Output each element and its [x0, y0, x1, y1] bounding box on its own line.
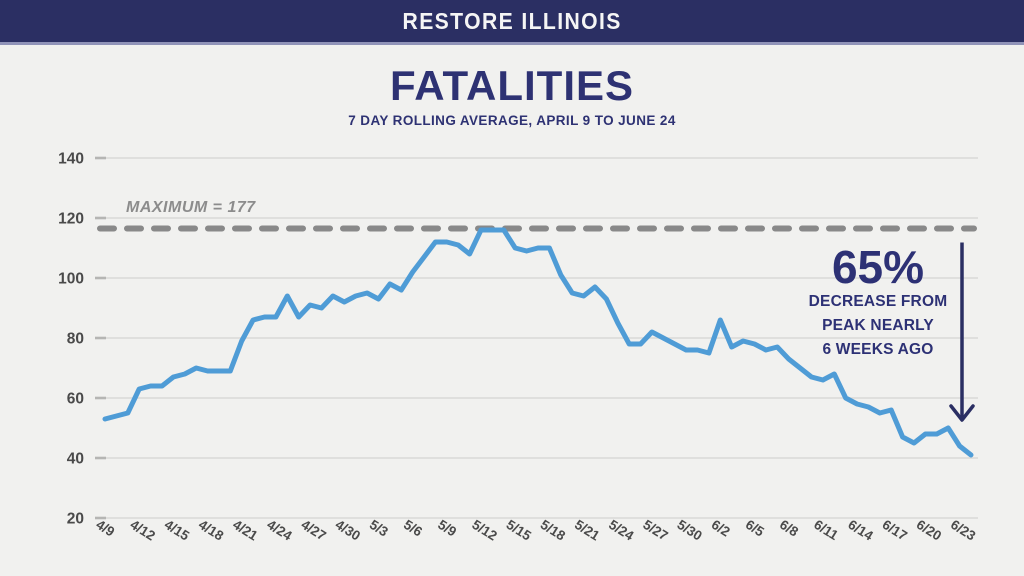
x-tick-label: 4/9 [93, 517, 117, 540]
x-tick-label: 5/9 [435, 517, 459, 540]
x-tick-label: 6/8 [777, 517, 801, 540]
decrease-annotation: 65% DECREASE FROM PEAK NEARLY 6 WEEKS AG… [790, 244, 966, 362]
fatalities-trend-line [102, 227, 974, 458]
page-title: FATALITIES [389, 62, 635, 109]
x-tick-label: 5/27 [640, 517, 670, 544]
x-tick-label: 6/23 [948, 517, 979, 544]
x-tick-label: 6/5 [743, 517, 767, 540]
x-tick-label: 4/12 [128, 517, 158, 544]
header-title: RESTORE ILLINOIS [402, 7, 622, 34]
page-subtitle: 7 DAY ROLLING AVERAGE, APRIL 9 TO JUNE 2… [348, 113, 676, 128]
x-tick-label: 4/30 [333, 517, 363, 544]
y-tick-label: 60 [67, 391, 84, 408]
x-tick-label: 4/21 [230, 517, 261, 544]
y-tick-label: 120 [58, 211, 84, 228]
x-tick-label: 6/17 [880, 517, 910, 544]
x-tick-label: 5/6 [401, 517, 425, 540]
header-bar: RESTORE ILLINOIS [0, 0, 1024, 45]
y-tick-label: 80 [67, 331, 84, 348]
y-tick-label: 20 [67, 511, 84, 528]
x-tick-label: 5/21 [572, 517, 603, 544]
decrease-arrow-head-icon [949, 404, 975, 422]
x-tick-label: 4/15 [162, 517, 193, 544]
x-tick-label: 6/14 [845, 517, 876, 544]
decrease-percent: 65% [831, 241, 925, 293]
max-line-label: MAXIMUM = 177 [126, 199, 256, 216]
x-tick-label: 6/20 [914, 517, 944, 544]
decrease-text-line-2: PEAK NEARLY [822, 317, 934, 334]
x-tick-label: 5/15 [504, 517, 535, 544]
decrease-text-line-3: 6 WEEKS AGO [822, 341, 934, 358]
x-tick-label: 5/12 [469, 517, 499, 544]
y-tick-label: 140 [58, 151, 84, 168]
x-tick-label: 5/3 [367, 517, 391, 540]
x-tick-label: 6/2 [709, 517, 733, 540]
x-tick-label: 5/30 [675, 517, 705, 544]
x-tick-label: 4/18 [196, 517, 227, 544]
x-tick-label: 6/11 [811, 517, 841, 544]
x-tick-label: 5/24 [606, 517, 637, 544]
y-tick-label: 40 [67, 451, 84, 468]
x-tick-label: 4/27 [299, 517, 329, 544]
y-tick-label: 100 [58, 271, 84, 288]
x-tick-label: 4/24 [264, 517, 295, 544]
decrease-text-line-1: DECREASE FROM [808, 293, 948, 310]
x-tick-label: 5/18 [538, 517, 569, 544]
